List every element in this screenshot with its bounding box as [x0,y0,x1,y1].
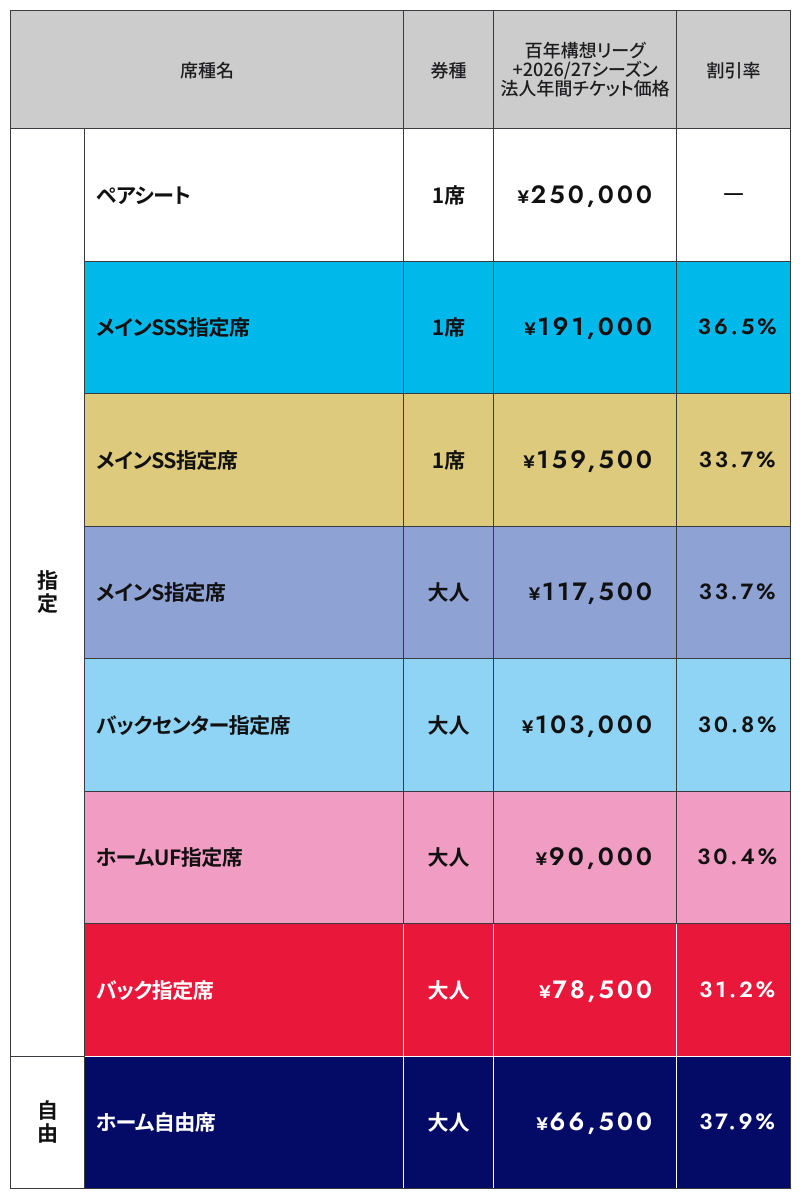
table-header-row: 席種名 券種 百年構想リーグ +2026/27シーズン 法人年間チケット価格 割引率 [10,10,791,129]
seat-name-cell: メインS指定席 [84,525,404,659]
ticket-type-cell: 大人 [403,658,494,792]
season-ticket-price-table: 席種名 券種 百年構想リーグ +2026/27シーズン 法人年間チケット価格 割引率… [10,10,791,1189]
seat-name-cell: ペアシート [84,128,404,262]
ticket-type-cell: 大人 [403,1055,494,1189]
table-row: バック指定席 大人 ¥78,500 31.2% [11,923,791,1057]
category-cell-shitei: 指定 [10,128,85,1057]
price-cell: ¥250,000 [493,128,677,262]
ticket-type-cell: 1席 [403,128,494,262]
price-amount: 66,500 [549,1104,655,1141]
price-amount: 78,500 [552,971,655,1008]
currency-symbol: ¥ [523,448,537,475]
category-label: 自由 [36,1095,58,1149]
table-row: ホームUF指定席 大人 ¥90,000 30.4% [11,790,791,924]
seat-name-cell: ホーム自由席 [84,1055,404,1189]
header-ticket-type: 券種 [403,10,494,129]
seat-name-cell: メインSS指定席 [84,393,404,527]
table-row: メインS指定席 大人 ¥117,500 33.7% [11,525,791,659]
price-cell: ¥90,000 [493,790,677,924]
ticket-type-cell: 1席 [403,260,494,394]
currency-symbol: ¥ [535,846,549,873]
header-discount: 割引率 [676,10,791,129]
header-price-line: 百年構想リーグ [524,37,646,63]
price-amount: 103,000 [534,706,655,743]
currency-symbol: ¥ [528,581,542,608]
price-amount: 250,000 [530,176,655,213]
table-row: 指定 ペアシート 1席 ¥250,000 — [10,128,791,1057]
ticket-type-cell: 大人 [403,525,494,659]
discount-cell: 30.8% [676,658,791,792]
table-row: メインSS指定席 1席 ¥159,500 33.7% [11,393,791,527]
currency-symbol: ¥ [539,978,553,1005]
currency-symbol: ¥ [536,1111,550,1138]
price-amount: 191,000 [537,309,655,346]
price-cell: ¥66,500 [493,1055,677,1189]
table-row: バックセンター指定席 大人 ¥103,000 30.8% [11,658,791,792]
price-cell: ¥117,500 [493,525,677,659]
seat-name-cell: メインSSS指定席 [84,260,404,394]
price-cell: ¥78,500 [493,923,677,1057]
discount-cell: 31.2% [676,923,791,1057]
discount-cell: 33.7% [676,393,791,527]
price-amount: 159,500 [536,441,655,478]
currency-symbol: ¥ [524,316,538,343]
price-cell: ¥103,000 [493,658,677,792]
price-cell: ¥191,000 [493,260,677,394]
currency-symbol: ¥ [521,713,535,740]
price-amount: 117,500 [541,574,655,611]
header-price: 百年構想リーグ +2026/27シーズン 法人年間チケット価格 [493,10,677,129]
category-label: 指定 [36,565,58,619]
table-row: 自由 ホーム自由席 大人 ¥66,500 37.9% [10,1055,791,1189]
seat-name-cell: バック指定席 [84,923,404,1057]
header-price-line: 法人年間チケット価格 [500,75,670,101]
pricing-table-container: 席種名 券種 百年構想リーグ +2026/27シーズン 法人年間チケット価格 割引率… [10,10,791,1189]
header-seat-name: 席種名 [10,10,404,129]
price-amount: 90,000 [548,839,655,876]
price-cell: ¥159,500 [493,393,677,527]
discount-cell: — [676,128,791,262]
category-cell-jiyu: 自由 [10,1055,85,1189]
currency-symbol: ¥ [517,183,531,210]
discount-cell: 30.4% [676,790,791,924]
discount-cell: 37.9% [676,1055,791,1189]
discount-cell: 33.7% [676,525,791,659]
seat-name-cell: ホームUF指定席 [84,790,404,924]
table-row: メインSSS指定席 1席 ¥191,000 36.5% [11,260,791,394]
seat-name-cell: バックセンター指定席 [84,658,404,792]
discount-cell: 36.5% [676,260,791,394]
ticket-type-cell: 大人 [403,790,494,924]
ticket-type-cell: 大人 [403,923,494,1057]
header-price-line: +2026/27シーズン [512,56,658,82]
ticket-type-cell: 1席 [403,393,494,527]
